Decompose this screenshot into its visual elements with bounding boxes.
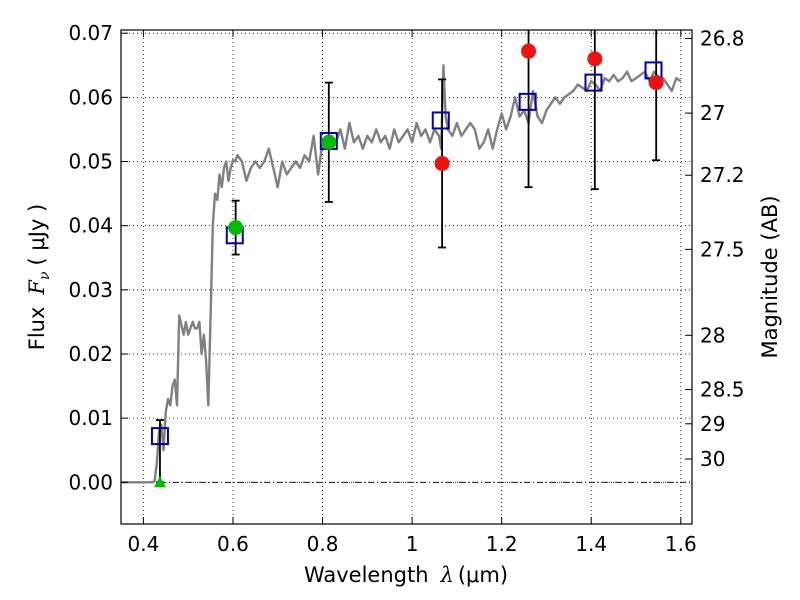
detection-point <box>228 220 244 236</box>
observed-points <box>153 43 664 488</box>
y-tick-label: 0.02 <box>68 342 113 366</box>
x-tick-label: 1.2 <box>486 532 518 556</box>
model-photometry-square <box>584 73 603 92</box>
x-tick-label: 0.8 <box>307 532 339 556</box>
y-axis-label: FluxFν( μJy ) <box>25 204 53 350</box>
x-tick-label: 0.4 <box>127 532 159 556</box>
y-tick-label: 0.00 <box>68 470 113 494</box>
model-photometry-square <box>431 111 450 130</box>
y-tick-label: 0.07 <box>68 21 113 45</box>
detection-point <box>321 134 337 150</box>
model-spectrum-line <box>121 64 682 484</box>
y-tick-label: 0.05 <box>68 150 113 174</box>
right-tick-label: 30 <box>700 447 725 471</box>
axis-tick-labels: 0.4 0.6 0.8 1 1.2 1.4 1.6 0.00 0.01 0.02 0.03 0.04 0… <box>68 21 744 556</box>
right-tick-label: 28 <box>700 323 725 347</box>
y-tick-label: 0.01 <box>68 406 113 430</box>
red-point <box>434 155 450 171</box>
right-tick-label: 29 <box>700 412 725 436</box>
x-axis-label: Wavelength λ (μm) <box>304 563 508 587</box>
x-tick-label: 1.4 <box>575 532 607 556</box>
x-tick-label: 0.6 <box>217 532 249 556</box>
y-tick-label: 0.03 <box>68 278 113 302</box>
right-tick-label: 27.2 <box>700 163 745 187</box>
x-tick-label: 1.6 <box>665 532 697 556</box>
model-photometry-points <box>150 61 663 446</box>
right-axis-label: Magnitude (AB) <box>758 195 782 358</box>
red-point <box>521 43 537 59</box>
model-photometry-square <box>150 427 169 446</box>
model-photometry-square <box>518 92 537 111</box>
model-spectrum <box>121 64 682 484</box>
red-point <box>587 51 603 67</box>
x-tick-label: 1 <box>406 532 419 556</box>
plot-frame <box>120 29 693 525</box>
y-tick-label: 0.04 <box>68 214 113 238</box>
y-tick-label: 0.06 <box>68 85 113 109</box>
right-tick-label: 27.5 <box>700 237 745 261</box>
axis-ticks <box>121 30 692 524</box>
right-tick-label: 28.5 <box>700 378 745 402</box>
red-point <box>648 75 664 91</box>
right-tick-label: 26.8 <box>700 26 745 50</box>
upper-limit-triangle <box>153 476 166 488</box>
right-tick-label: 27 <box>700 101 725 125</box>
